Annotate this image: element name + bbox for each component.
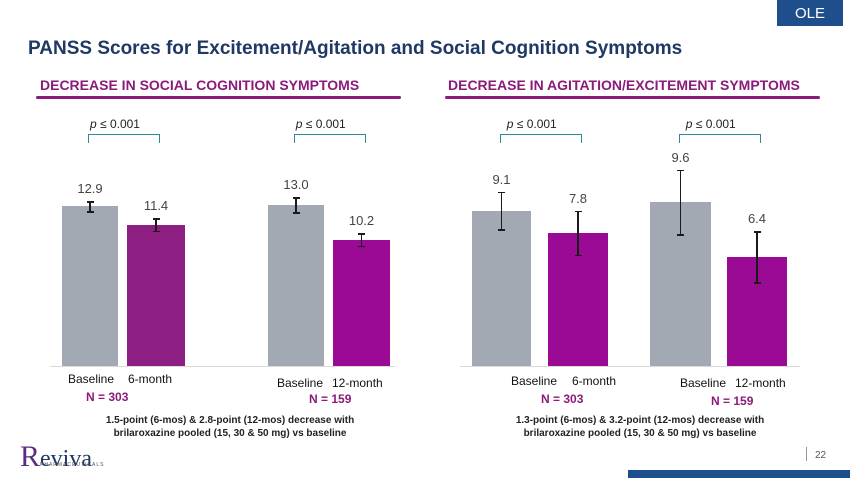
error-cap <box>574 254 582 257</box>
page-number: 22 <box>815 450 827 461</box>
value-label: 12.9 <box>77 181 103 197</box>
footnote-line: brilaroxazine pooled (15, 30 & 50 mg) vs… <box>113 428 347 439</box>
significance-bracket <box>88 134 160 143</box>
sample-size-label: N = 159 <box>309 392 352 406</box>
p-value-label: p ≤ 0.001 <box>295 117 346 131</box>
p-value-label: p ≤ 0.001 <box>90 117 140 131</box>
error-cap <box>86 201 94 203</box>
error-cap <box>574 210 582 213</box>
data-bar <box>62 206 118 366</box>
x-axis-label: 12-month <box>332 376 383 390</box>
p-value-label: p ≤ 0.001 <box>685 117 736 131</box>
error-bar <box>500 191 503 230</box>
significance-bracket <box>499 134 582 143</box>
error-cap <box>358 233 365 235</box>
error-cap <box>292 212 300 214</box>
chart-title: DECREASE IN SOCIAL COGNITION SYMPTOMS <box>40 77 360 93</box>
value-label: 7.8 <box>568 190 588 206</box>
error-bar <box>155 218 157 231</box>
logo-subtitle: PHARMACEUTICALS <box>40 462 105 468</box>
p-value-label: p ≤ 0.001 <box>506 117 557 131</box>
error-bar <box>756 231 758 283</box>
x-axis-label: Baseline <box>277 376 324 390</box>
data-bar <box>268 204 324 366</box>
footnote-line: 1.5-point (6-mos) & 2.8-point (12-mos) d… <box>105 415 355 426</box>
error-cap <box>677 234 684 236</box>
error-cap <box>86 211 94 213</box>
error-cap <box>498 191 505 194</box>
significance-bracket <box>678 134 761 143</box>
value-label: 13.0 <box>283 177 309 193</box>
logo-text: eviva <box>40 446 92 472</box>
sample-size-label: N = 159 <box>711 394 754 408</box>
sample-size-label: N = 303 <box>541 392 584 406</box>
footer-bar <box>628 470 850 478</box>
value-label: 11.4 <box>143 198 169 214</box>
value-label: 9.1 <box>492 171 511 187</box>
error-cap <box>152 218 160 220</box>
error-bar <box>360 233 363 246</box>
x-axis-label: 6-month <box>572 374 617 388</box>
page-title: PANSS Scores for Excitement/Agitation an… <box>28 38 683 59</box>
data-bar <box>127 224 185 366</box>
x-axis-label: Baseline <box>511 374 558 388</box>
error-cap <box>152 230 160 233</box>
chart-axis-line <box>50 366 395 367</box>
ole-badge: OLE <box>777 0 843 26</box>
x-axis-label: 12-month <box>735 376 786 390</box>
value-label: 9.6 <box>671 149 690 165</box>
x-axis-label: 6-month <box>128 372 173 386</box>
error-bar <box>295 197 297 213</box>
error-bar <box>679 169 682 235</box>
error-cap <box>498 229 505 231</box>
footnote-line: brilaroxazine pooled (15, 30 & 50 mg) vs… <box>523 428 757 439</box>
error-cap <box>292 197 300 199</box>
x-axis-label: Baseline <box>680 376 727 390</box>
error-cap <box>753 231 761 233</box>
x-axis-label: Baseline <box>68 372 115 386</box>
error-bar <box>577 210 579 255</box>
error-cap <box>358 245 365 248</box>
value-label: 6.4 <box>747 211 767 227</box>
footnote-line: 1.3-point (6-mos) & 3.2-point (12-mos) d… <box>515 415 765 426</box>
value-label: 10.2 <box>348 213 375 229</box>
error-bar <box>89 201 91 211</box>
error-cap <box>677 169 684 172</box>
reviva-logo: Reviva <box>20 440 92 473</box>
error-cap <box>753 282 761 284</box>
chart-axis-line <box>460 366 800 367</box>
chart-footnote: 1.5-point (6-mos) & 2.8-point (12-mos) d… <box>80 414 380 440</box>
data-bar <box>472 210 531 366</box>
chart-title-underline <box>36 96 401 99</box>
sample-size-label: N = 303 <box>86 390 129 404</box>
significance-bracket <box>294 134 366 143</box>
chart-footnote: 1.3-point (6-mos) & 3.2-point (12-mos) d… <box>485 414 795 440</box>
chart-title-underline <box>445 96 820 99</box>
chart-title: DECREASE IN AGITATION/EXCITEMENT SYMPTOM… <box>448 77 800 93</box>
data-bar <box>333 239 390 366</box>
page-divider <box>806 447 807 461</box>
